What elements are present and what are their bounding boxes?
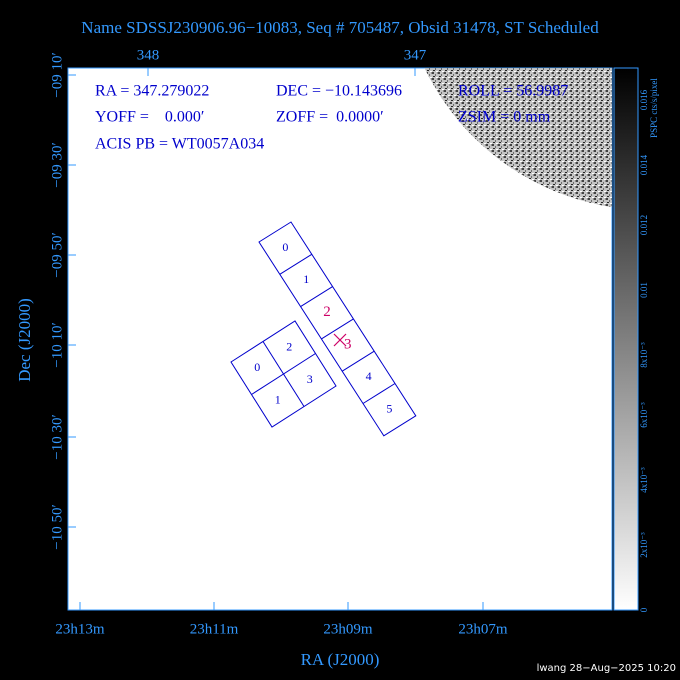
info-text: YOFF = 0.000′ (95, 109, 204, 126)
info-text: ACIS PB = WT0057A034 (95, 136, 264, 153)
colorbar-tick-label: 0.016 (639, 89, 649, 110)
top-tick-label: 348 (137, 47, 160, 63)
left-tick-label: −09 50′ (49, 232, 65, 278)
ccd-label: 1 (275, 392, 281, 406)
ccd-label: 2 (286, 339, 292, 353)
colorbar-tick-label: 8x10⁻³ (639, 342, 649, 368)
ccd-layout (230, 221, 417, 437)
y-axis-label: Dec (J2000) (15, 298, 34, 382)
left-tick-label: −10 30′ (49, 414, 65, 460)
info-text: ZOFF = 0.0000′ (276, 109, 384, 126)
ccd-label: 0 (254, 360, 260, 374)
aimpoint (333, 333, 347, 347)
footer: lwang 28−Aug−2025 10:20 (537, 663, 676, 674)
info-text: DEC = −10.143696 (276, 83, 402, 100)
title: Name SDSSJ230906.96−10083, Seq # 705487,… (81, 18, 599, 37)
left-tick-label: −09 10′ (49, 52, 65, 98)
i-array (230, 320, 337, 428)
colorbar-tick-label: 0.014 (639, 154, 649, 175)
ccd-label: 0 (282, 240, 288, 254)
info-text: ZSIM = 0 mm (458, 109, 551, 126)
ccd-label: 5 (386, 401, 392, 415)
colorbar-tick-label: 6x10⁻³ (639, 402, 649, 428)
bottom-tick-label: 23h11m (190, 621, 239, 637)
left-tick-label: −10 50′ (49, 504, 65, 550)
info-text: RA = 347.279022 (95, 83, 209, 100)
colorbar (613, 67, 639, 611)
bottom-tick-label: 23h09m (323, 621, 373, 637)
chip-edge (300, 286, 333, 308)
chip-edge (279, 253, 313, 275)
ccd-label: 2 (323, 304, 331, 320)
colorbar-tick-label: 0 (639, 607, 649, 612)
ccd-label: 4 (366, 369, 372, 383)
bottom-tick-label: 23h13m (55, 621, 105, 637)
colorbar-tick-label: 0.012 (639, 215, 649, 235)
x-axis-label: RA (J2000) (301, 650, 380, 669)
chip-edge (321, 318, 354, 340)
top-tick-label: 347 (404, 47, 427, 63)
bottom-tick-label: 23h07m (458, 621, 508, 637)
background-map (424, 68, 612, 208)
colorbar-label: PSPC cts/s/pixel (649, 78, 659, 138)
ccd-label: 1 (303, 272, 309, 286)
colorbar-tick-label: 4x10⁻³ (639, 467, 649, 493)
ccd-label: 3 (344, 336, 352, 352)
colorbar-tick-label: 0.01 (639, 282, 649, 298)
xray-background (424, 68, 612, 208)
info-text: ROLL = 56.9987 (458, 83, 568, 100)
chip-edge (341, 350, 375, 372)
ccd-label: 3 (307, 372, 313, 386)
s-array (258, 221, 417, 437)
left-tick-label: −10 10′ (49, 322, 65, 368)
chip-edge (251, 353, 316, 395)
left-tick-label: −09 30′ (49, 142, 65, 188)
colorbar-tick-label: 2x10⁻³ (639, 532, 649, 558)
chip-edge (362, 383, 396, 404)
